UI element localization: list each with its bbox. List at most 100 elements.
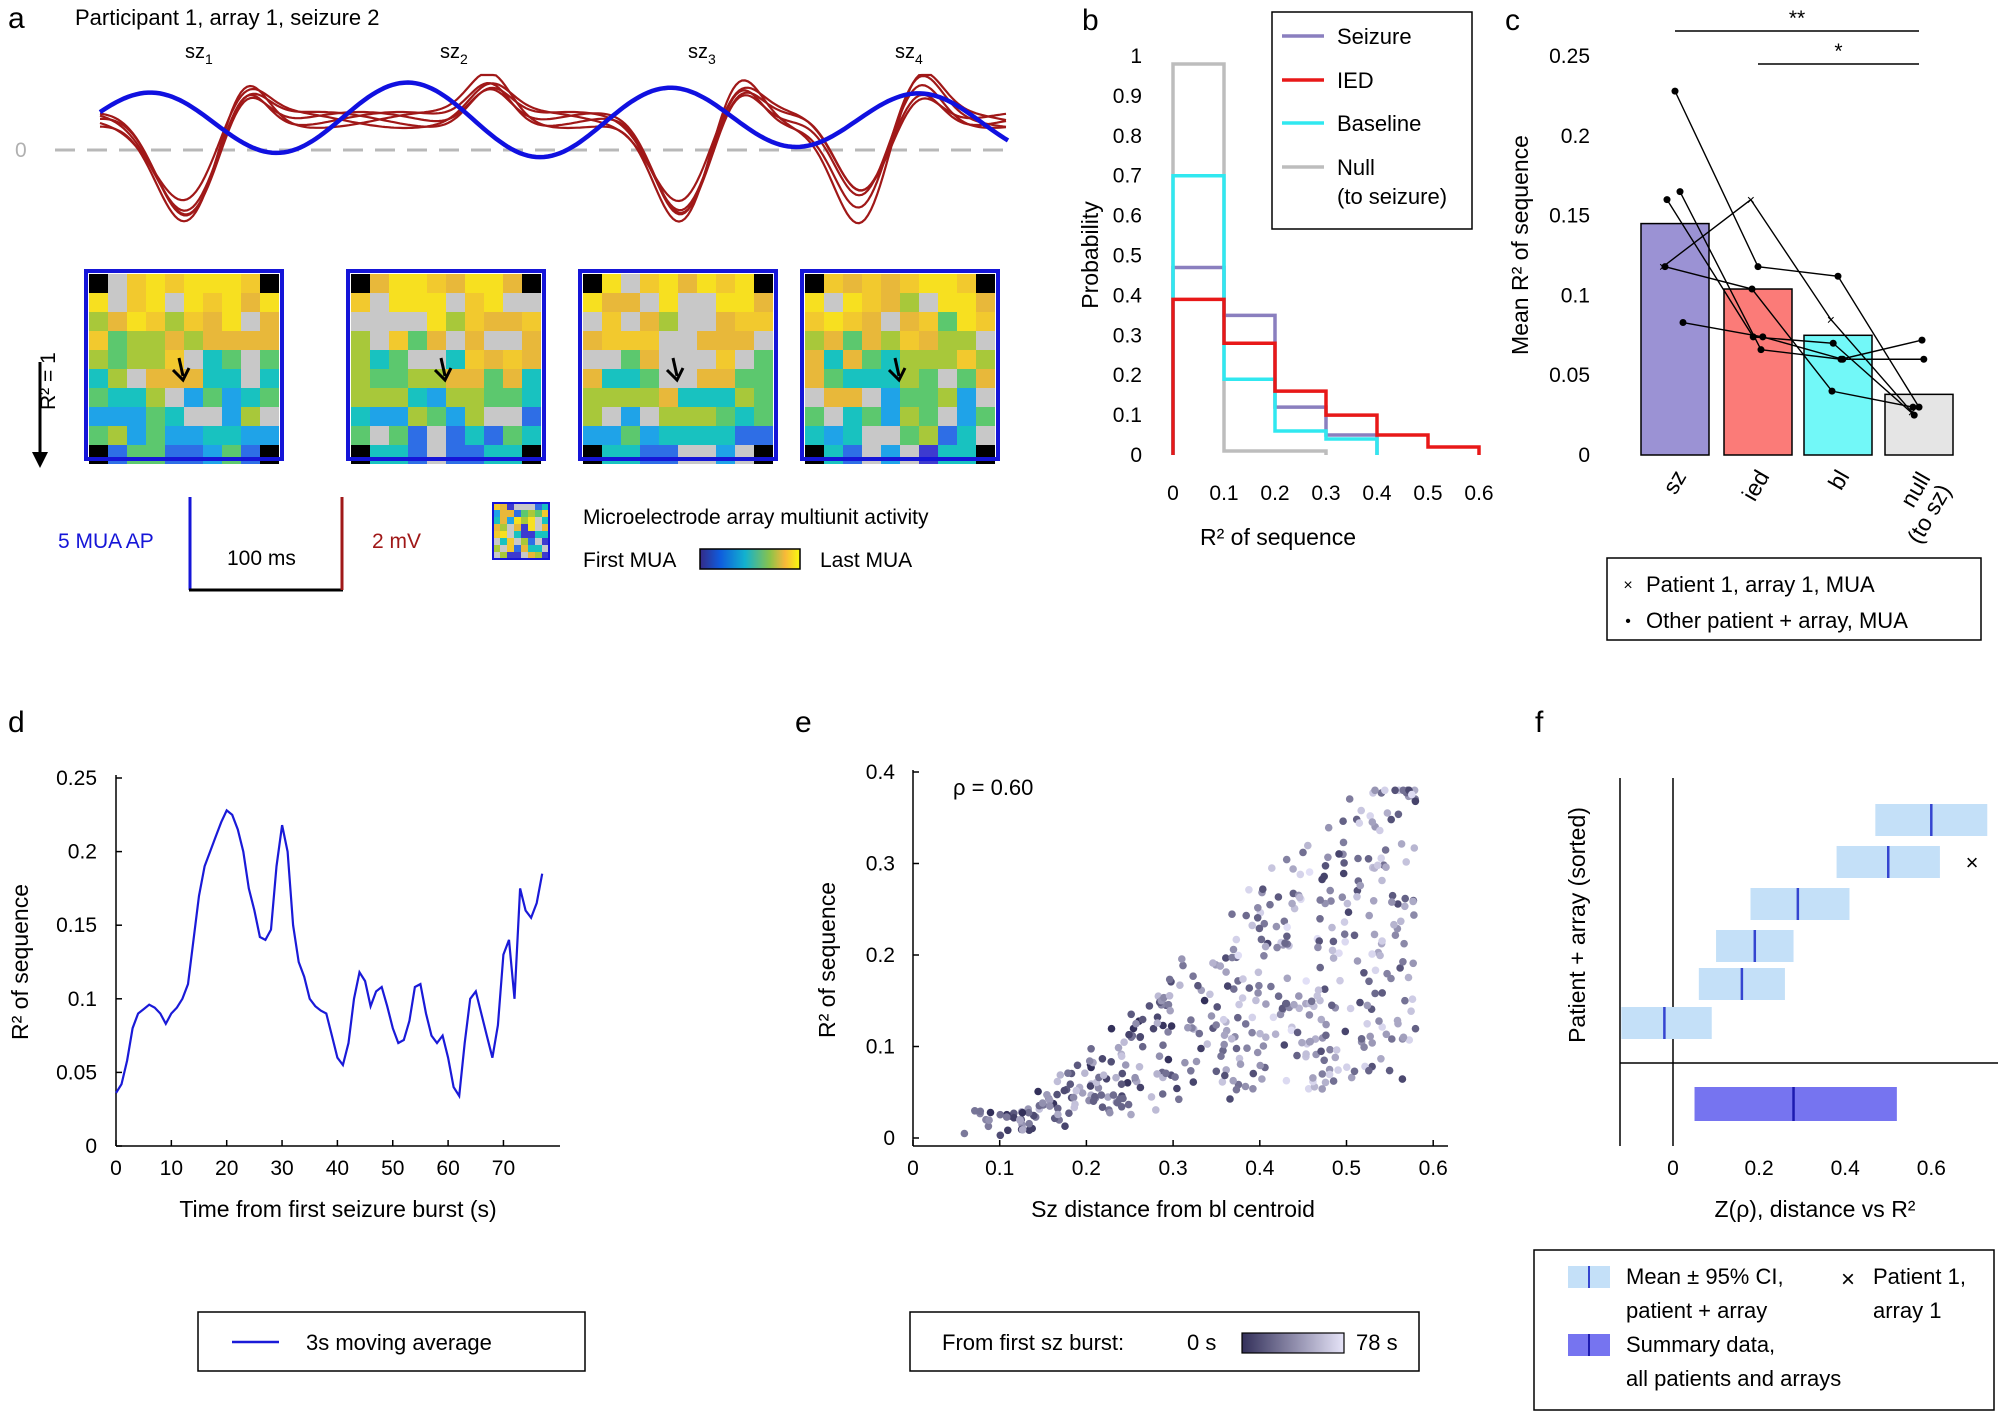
e-point	[1344, 908, 1353, 916]
array-cell	[805, 312, 824, 331]
e-point	[1378, 876, 1386, 885]
array-cell	[222, 426, 241, 445]
e-point	[1053, 1090, 1061, 1099]
b-ytick: 0.9	[1113, 85, 1142, 108]
c-ytick: 0.25	[1549, 45, 1590, 68]
array-cell	[503, 293, 522, 312]
array-cell	[805, 445, 824, 464]
f-row-ci	[1750, 888, 1850, 920]
array-cell	[754, 350, 773, 369]
e-point	[1371, 786, 1379, 795]
array-cell	[351, 312, 370, 331]
e-point	[1404, 973, 1413, 982]
legend-d-label: 3s moving average	[306, 1330, 492, 1355]
array-cell	[370, 388, 389, 407]
e-point	[1213, 1003, 1221, 1011]
e-point	[1371, 966, 1380, 975]
array-cell	[640, 388, 659, 407]
b-xtick: 0.2	[1260, 482, 1289, 505]
e-point	[1124, 1100, 1133, 1109]
e-point	[1147, 1093, 1156, 1101]
array-cell	[621, 369, 640, 388]
array-cell	[260, 388, 279, 407]
e-point	[1340, 918, 1349, 926]
e-point	[1341, 1027, 1350, 1036]
array-cell	[754, 312, 773, 331]
array-cell	[184, 312, 203, 331]
e-point	[1262, 1000, 1270, 1008]
e-point	[1249, 1085, 1257, 1093]
c-point-x: ×	[1908, 404, 1916, 420]
legend-cell	[521, 545, 528, 552]
array-cell	[900, 426, 919, 445]
array-cell	[735, 331, 754, 350]
e-point	[1038, 1099, 1047, 1107]
d-series-line	[115, 808, 544, 1100]
e-point	[1206, 990, 1214, 999]
array-cell	[919, 369, 938, 388]
e-point	[1305, 868, 1314, 876]
e-point	[1255, 924, 1264, 933]
array-cell	[389, 331, 408, 350]
e-point	[1065, 1109, 1073, 1117]
e-point	[1254, 989, 1262, 997]
e-point	[1340, 859, 1348, 867]
array-cell	[503, 426, 522, 445]
e-point	[1411, 1024, 1420, 1033]
e-point	[1343, 899, 1352, 908]
scale-mv-label: 2 mV	[372, 530, 421, 553]
b-legend-label: IED	[1337, 68, 1374, 93]
array-cell	[805, 293, 824, 312]
array-cell	[351, 388, 370, 407]
e-point	[985, 1116, 993, 1124]
e-point	[1366, 1032, 1374, 1041]
array-cell	[805, 426, 824, 445]
array-cell	[621, 274, 640, 293]
c-legend-label: Patient 1, array 1, MUA	[1646, 572, 1875, 597]
array-cell	[697, 407, 716, 426]
array-cell	[602, 274, 621, 293]
legend-cell	[500, 538, 507, 545]
array-cell	[843, 350, 862, 369]
array-cell	[389, 350, 408, 369]
burst-label-sub: 4	[915, 51, 923, 67]
legend-cell	[521, 538, 528, 545]
array-cell	[184, 274, 203, 293]
e-point	[1078, 1089, 1087, 1097]
e-point	[1106, 1108, 1114, 1117]
e-point	[1318, 1085, 1326, 1093]
e-point	[1117, 1052, 1126, 1060]
e-point	[1408, 790, 1416, 799]
b-legend-box	[1271, 11, 1473, 230]
e-point	[1282, 1076, 1291, 1085]
array-cell	[621, 331, 640, 350]
array-cell	[127, 388, 146, 407]
e-point	[1194, 981, 1202, 990]
array-cell	[976, 426, 995, 445]
d-ytick: 0.05	[56, 1061, 97, 1084]
e-point	[1298, 1038, 1306, 1047]
e-ytick: 0.4	[866, 761, 896, 784]
legend-cell	[542, 545, 549, 552]
e-point	[1397, 917, 1405, 926]
array-cell	[203, 388, 222, 407]
array-cell	[583, 274, 602, 293]
d-xtick: 50	[381, 1157, 404, 1180]
c-sig-label: *	[1834, 40, 1842, 63]
e-point	[1175, 1095, 1183, 1104]
array-cell	[735, 293, 754, 312]
e-point	[1410, 911, 1418, 919]
array-cell	[824, 388, 843, 407]
arrow-icon	[433, 357, 453, 383]
array-cell	[621, 407, 640, 426]
e-point	[1345, 795, 1354, 803]
e-point	[1401, 894, 1409, 903]
array-cell	[203, 445, 222, 464]
panel-e: 0 0.1 0.2 0.3 0.4 0 0.1 0.2 0.3 0.4 0.5 0.6 Sz dista…	[814, 761, 1448, 1372]
array-cell	[108, 312, 127, 331]
legend-cell	[500, 552, 507, 559]
c-point	[1663, 196, 1671, 204]
e-point	[1400, 939, 1408, 948]
array-cell	[503, 388, 522, 407]
array-cell	[805, 407, 824, 426]
